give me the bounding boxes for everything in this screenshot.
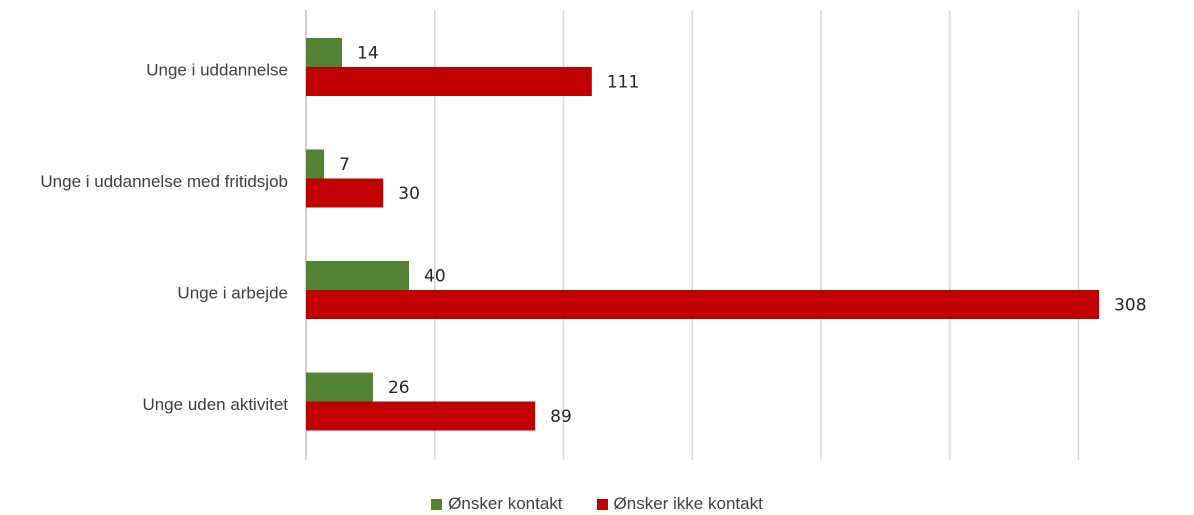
category-label: Unge i arbejde — [177, 283, 288, 302]
data-label: 7 — [339, 155, 350, 175]
category-label: Unge i uddannelse — [146, 60, 288, 79]
bar-onsker-ikke-kontakt — [306, 67, 592, 96]
data-label: 89 — [550, 407, 572, 427]
bar-onsker-ikke-kontakt — [306, 290, 1100, 319]
data-label: 30 — [398, 184, 420, 204]
data-label: 111 — [607, 73, 639, 93]
data-label: 308 — [1114, 296, 1146, 316]
data-label: 40 — [424, 267, 446, 287]
legend-item-series-0: Ønsker kontakt — [431, 494, 563, 514]
category-label: Unge uden aktivitet — [142, 395, 288, 414]
legend: Ønsker kontakt Ønsker ikke kontakt — [0, 494, 1194, 514]
legend-swatch-series-0 — [431, 498, 443, 510]
bar-onsker-ikke-kontakt — [306, 178, 384, 208]
bar-onsker-kontakt — [306, 261, 409, 290]
bar-chart: Unge i uddannelse 14 111 Unge i uddannelse … — [40, 10, 1147, 460]
data-label: 14 — [357, 44, 379, 64]
category-label: Unge i uddannelse med fritidsjob — [40, 172, 288, 191]
legend-label-series-0: Ønsker kontakt — [448, 494, 563, 513]
legend-item-series-1: Ønsker ikke kontakt — [596, 494, 763, 514]
bar-onsker-kontakt — [306, 372, 373, 402]
bar-onsker-kontakt — [306, 38, 343, 67]
legend-label-series-1: Ønsker ikke kontakt — [613, 494, 763, 513]
legend-swatch-series-1 — [596, 498, 608, 510]
data-label: 26 — [388, 378, 410, 398]
bar-onsker-kontakt — [306, 149, 325, 179]
bar-onsker-ikke-kontakt — [306, 401, 536, 431]
